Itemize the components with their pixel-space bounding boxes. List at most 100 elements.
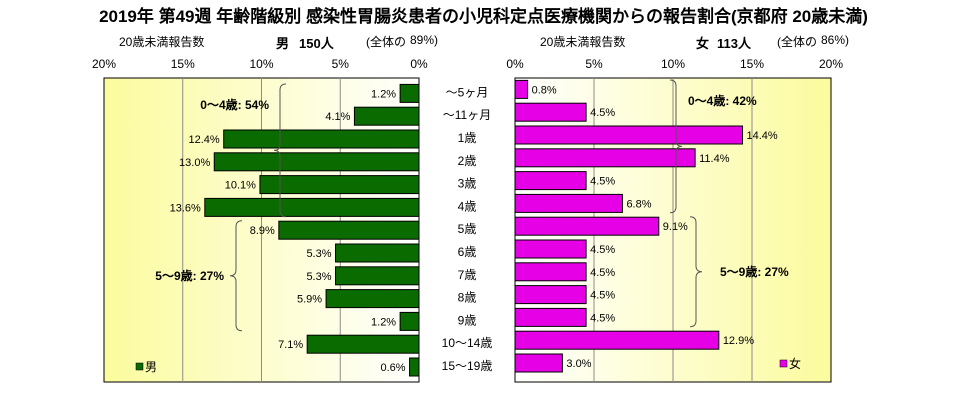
category-label: 9歳: [458, 313, 477, 327]
male-bar: [223, 129, 420, 149]
male-total-label: (全体の: [366, 35, 406, 49]
female-value-label: 6.8%: [626, 198, 651, 210]
female-bar: [514, 79, 529, 99]
male-value-label: 5.3%: [306, 271, 331, 283]
chart-title: 2019年 第49週 年齢階級別 感染性胃腸炎患者の小児科定点医療機関からの報告…: [99, 7, 868, 26]
female-value-label: 4.5%: [590, 107, 615, 119]
male-value-label: 12.4%: [188, 134, 219, 146]
female-bar: [514, 102, 587, 122]
male-value-label: 5.3%: [306, 248, 331, 260]
female-total-pct: 86%): [821, 33, 850, 47]
male-bar: [259, 175, 420, 195]
male-value-label: 1.2%: [371, 88, 396, 100]
male-bar: [399, 83, 420, 103]
female-value-label: 4.5%: [590, 267, 615, 279]
female-x-tick-label: 0%: [506, 57, 524, 71]
female-total-label: (全体の: [777, 35, 817, 49]
female-bar: [514, 353, 563, 373]
male-bar: [409, 357, 420, 377]
male-value-label: 0.6%: [380, 362, 405, 374]
female-value-label: 4.5%: [590, 176, 615, 188]
female-x-tick-label: 15%: [740, 57, 764, 71]
female-sex-label: 女: [696, 36, 710, 51]
male-bar: [306, 334, 420, 354]
female-value-label: 12.9%: [723, 335, 754, 347]
male-bar: [335, 266, 420, 286]
category-label: 1歳: [458, 131, 477, 145]
male-count: 150人: [299, 36, 334, 51]
female-bar: [514, 262, 587, 282]
category-label: ～5ヶ月: [446, 85, 489, 99]
category-label: 8歳: [458, 291, 477, 305]
female-bar: [514, 216, 660, 236]
category-label: ～11ヶ月: [443, 108, 491, 122]
male-group-label: 5～9歳: 27%: [155, 268, 224, 283]
male-bar: [278, 220, 420, 240]
male-bar: [325, 289, 420, 309]
female-bar: [514, 148, 696, 168]
category-label: 3歳: [458, 177, 477, 191]
female-legend-label: 女: [789, 356, 801, 371]
female-legend-swatch: [779, 359, 788, 368]
category-label: 6歳: [458, 245, 477, 259]
female-value-label: 11.4%: [699, 153, 730, 165]
female-group-brace: [689, 216, 703, 328]
male-x-tick-label: 5%: [332, 57, 350, 71]
male-x-tick-label: 15%: [171, 57, 195, 71]
category-label: 10～14歳: [442, 336, 493, 350]
male-x-tick-label: 20%: [92, 57, 116, 71]
female-bar: [514, 307, 587, 327]
male-value-label: 10.1%: [225, 180, 256, 192]
category-label: 4歳: [458, 199, 477, 213]
male-legend-label: 男: [145, 360, 157, 374]
male-value-label: 5.9%: [297, 294, 322, 306]
female-bar: [514, 239, 587, 259]
female-value-label: 3.0%: [566, 358, 591, 370]
male-x-tick-label: 10%: [249, 57, 273, 71]
male-x-tick-label: 0%: [410, 57, 428, 71]
female-x-tick-label: 5%: [585, 57, 603, 71]
female-bar: [514, 330, 720, 350]
female-bar: [514, 285, 587, 305]
female-bar: [514, 171, 587, 191]
female-group-brace: [669, 79, 683, 214]
male-sex-label: 男: [276, 36, 290, 51]
female-value-label: 0.8%: [532, 84, 557, 96]
male-value-label: 4.1%: [325, 111, 350, 123]
female-group-label: 5～9歳: 27%: [720, 264, 789, 279]
female-bar: [514, 193, 623, 213]
male-bar: [204, 197, 420, 217]
female-value-label: 4.5%: [590, 312, 615, 324]
male-value-label: 13.6%: [170, 202, 201, 214]
male-bar: [213, 152, 420, 172]
male-bar: [353, 106, 420, 126]
male-value-label: 13.0%: [179, 157, 210, 169]
female-value-label: 14.4%: [747, 130, 778, 142]
category-label: 7歳: [458, 268, 477, 282]
female-count-caption: 20歳未満報告数: [540, 35, 626, 49]
male-value-label: 1.2%: [371, 316, 396, 328]
female-value-label: 4.5%: [590, 244, 615, 256]
category-label: 5歳: [458, 222, 477, 236]
female-bar: [514, 125, 744, 145]
category-label: 2歳: [458, 154, 477, 168]
category-label: 15～19歳: [442, 359, 493, 373]
male-group-label: 0～4歳: 54%: [200, 97, 269, 112]
male-count-caption: 20歳未満報告数: [119, 35, 205, 49]
female-group-label: 0～4歳: 42%: [688, 93, 757, 108]
male-group-brace: [273, 83, 287, 218]
male-bar: [399, 311, 420, 331]
female-value-label: 9.1%: [663, 221, 688, 233]
male-group-brace: [229, 220, 243, 332]
male-value-label: 7.1%: [278, 339, 303, 351]
female-x-tick-label: 20%: [819, 57, 843, 71]
male-legend-swatch: [135, 362, 144, 371]
female-value-label: 4.5%: [590, 290, 615, 302]
male-total-pct: 89%): [410, 33, 439, 47]
male-value-label: 8.9%: [250, 225, 275, 237]
female-x-tick-label: 10%: [661, 57, 685, 71]
male-bar: [335, 243, 420, 263]
female-count: 113人: [717, 36, 751, 51]
